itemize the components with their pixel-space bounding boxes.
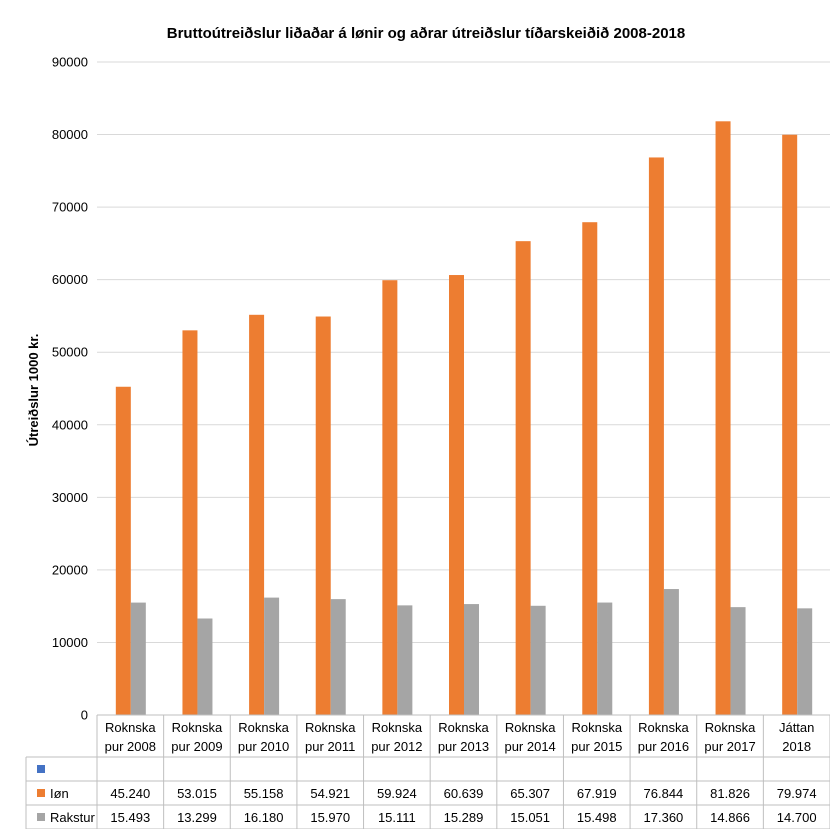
y-tick-label: 20000 [52,562,88,577]
legend-swatch [37,813,45,821]
y-tick-label: 40000 [52,417,88,432]
x-tick-label: Játtan [779,720,814,735]
x-tick-label: pur 2015 [571,739,622,754]
bar [182,330,198,715]
x-tick-label: Roknska [505,720,556,735]
data-label: 15.111 [378,810,416,825]
data-label: 76.844 [644,786,684,801]
x-tick-label: Roknska [438,720,489,735]
data-label: 67.919 [577,786,617,801]
data-label: 45.240 [110,786,150,801]
x-tick-label: Roknska [238,720,289,735]
bar [249,314,265,715]
data-label: 59.924 [377,786,417,801]
bar [530,605,546,715]
y-axis-label: Útreiðslur 1000 kr. [26,334,41,447]
bar [449,275,464,715]
bar [782,134,798,715]
x-tick-label: pur 2013 [438,739,489,754]
data-label: 16.180 [244,810,284,825]
data-label: 15.289 [444,810,484,825]
bar [464,604,479,715]
bar [197,618,213,715]
x-tick-label: Roknska [105,720,156,735]
bar [115,386,131,715]
bar [730,607,746,715]
chart-title: Bruttoútreiðslur liðaðar á lønir og aðra… [167,25,685,42]
y-tick-label: 60000 [52,272,88,287]
data-label: 15.970 [310,810,350,825]
data-label: 15.498 [577,810,617,825]
data-label: 60.639 [444,786,484,801]
data-label: 17.360 [644,810,684,825]
x-tick-label: pur 2016 [638,739,689,754]
x-tick-label: 2018 [782,739,811,754]
legend-swatch [37,789,45,797]
y-tick-label: 0 [81,708,88,723]
data-label: 55.158 [244,786,284,801]
legend-swatch [37,765,45,773]
y-tick-label: 80000 [52,127,88,142]
x-tick-label: pur 2012 [371,739,422,754]
y-axis-ticks: 0 10000 20000 30000 40000 50000 60000 70000 8000… [52,55,88,723]
x-tick-label: pur 2014 [504,739,555,754]
bars [115,121,813,716]
bar [797,608,813,715]
bar [382,280,398,715]
data-label: 81.826 [710,786,750,801]
y-tick-label: 50000 [52,345,88,360]
x-tick-label: Roknska [305,720,356,735]
y-tick-label: 90000 [52,55,88,70]
data-label: 53.015 [177,786,217,801]
data-label: 14.700 [777,810,817,825]
bar [130,602,146,715]
bar [663,589,679,715]
bar [397,605,413,715]
legend-label: Iøn [50,786,69,801]
x-tick-label: Roknska [705,720,756,735]
data-label: 65.307 [510,786,550,801]
x-tick-label: pur 2008 [105,739,156,754]
data-label: 54.921 [310,786,350,801]
y-tick-label: 70000 [52,200,88,215]
x-tick-label: Roknska [638,720,689,735]
data-label: 15.493 [110,810,150,825]
data-label: 15.051 [510,810,550,825]
data-label: 13.299 [177,810,217,825]
bar [515,241,531,715]
x-tick-label: Roknska [172,720,223,735]
y-tick-label: 30000 [52,490,88,505]
bar [648,157,664,715]
bar [315,316,331,715]
legend-label: Rakstur [50,810,95,825]
x-tick-label: pur 2017 [704,739,755,754]
data-table: Roknska pur 2008 Roknska pur 2009 Roknska pur… [25,714,830,830]
data-label: 14.866 [710,810,750,825]
bar [715,121,731,716]
x-tick-label: Roknska [372,720,423,735]
y-tick-label: 10000 [52,635,88,650]
bar [582,222,598,716]
x-tick-label: Roknska [571,720,622,735]
data-label: 79.974 [777,786,817,801]
x-tick-label: pur 2009 [171,739,222,754]
x-tick-label: pur 2011 [305,739,355,754]
bar [330,599,346,715]
bar [597,602,613,715]
x-tick-label: pur 2010 [238,739,289,754]
bar [264,597,280,715]
